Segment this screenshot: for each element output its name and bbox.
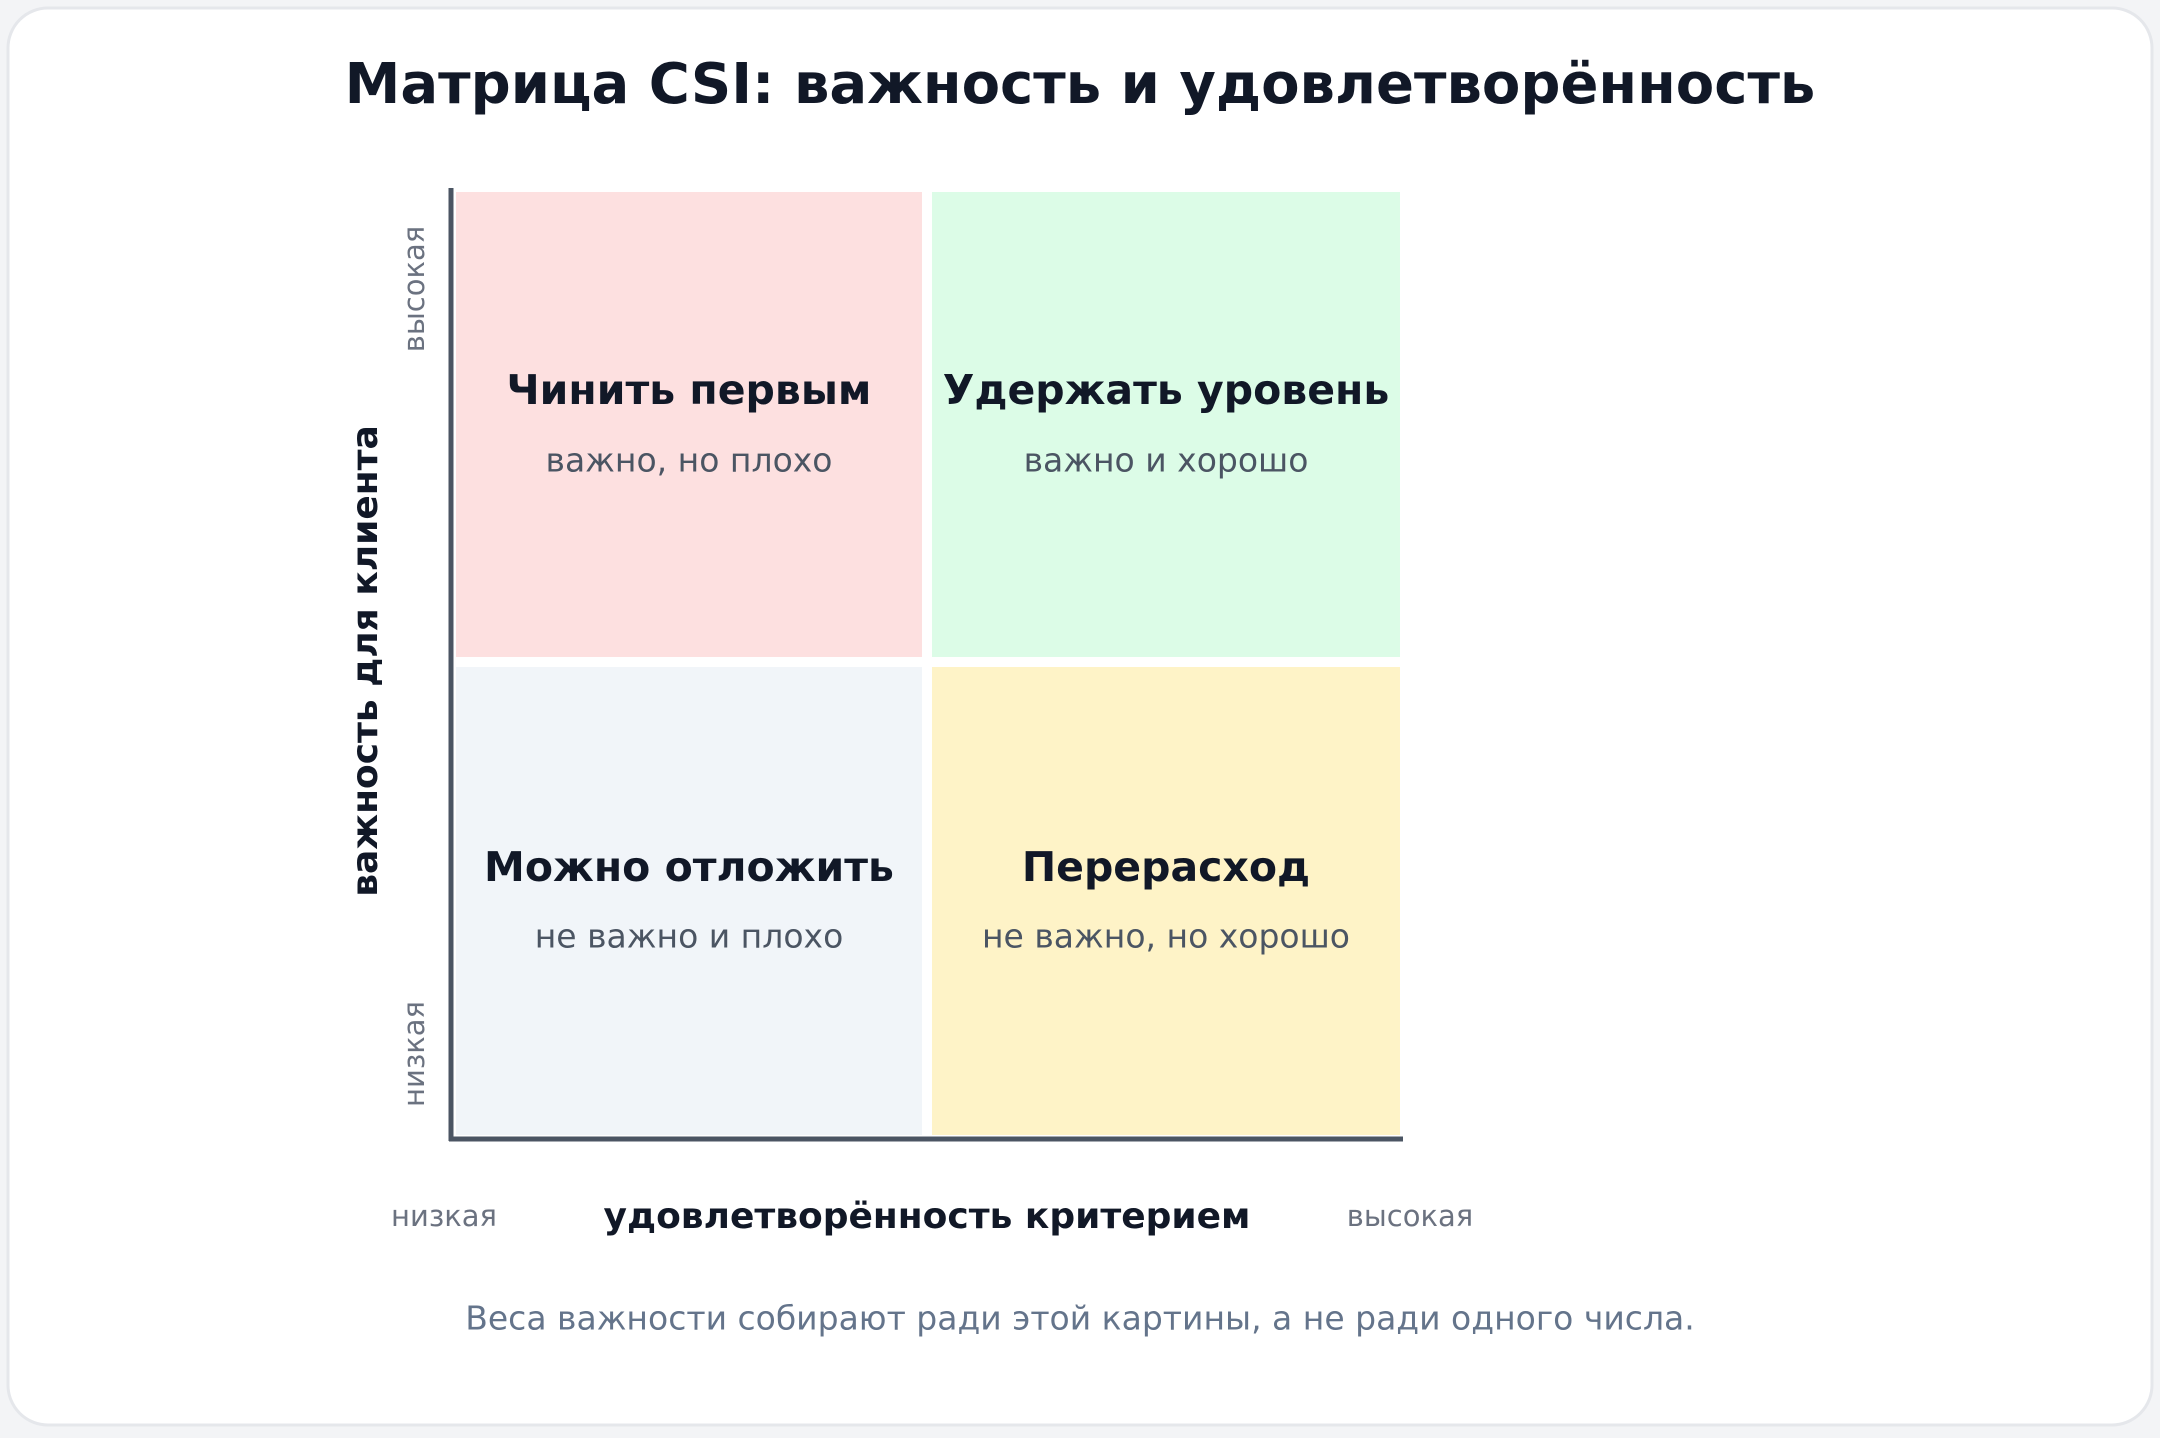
x-axis-label: удовлетворённость критерием — [604, 1196, 1251, 1237]
footnote: Веса важности собирают ради этой картины… — [465, 1299, 1695, 1338]
quadrant-title: Удержать уровень — [943, 366, 1390, 414]
quadrant-subtitle: не важно, но хорошо — [982, 917, 1350, 956]
quadrant — [932, 192, 1400, 657]
y-axis-label: важность для клиента — [345, 425, 386, 897]
quadrant-subtitle: не важно и плохо — [535, 917, 844, 956]
x-axis-low: низкая — [391, 1199, 497, 1233]
title: Матрица CSI: важность и удовлетворённост… — [345, 52, 1816, 117]
y-axis-high: высокая — [397, 226, 431, 352]
x-axis-high: высокая — [1347, 1199, 1473, 1233]
quadrant-title: Перерасход — [1022, 843, 1310, 891]
quadrant-title: Можно отложить — [484, 843, 894, 891]
y-axis-low: низкая — [397, 1001, 431, 1107]
quadrant-title: Чинить первым — [507, 366, 872, 414]
quadrant-subtitle: важно, но плохо — [546, 441, 833, 480]
quadrant — [456, 667, 922, 1135]
quadrant-subtitle: важно и хорошо — [1024, 441, 1309, 480]
quadrant — [932, 667, 1400, 1135]
quadrant — [456, 192, 922, 657]
